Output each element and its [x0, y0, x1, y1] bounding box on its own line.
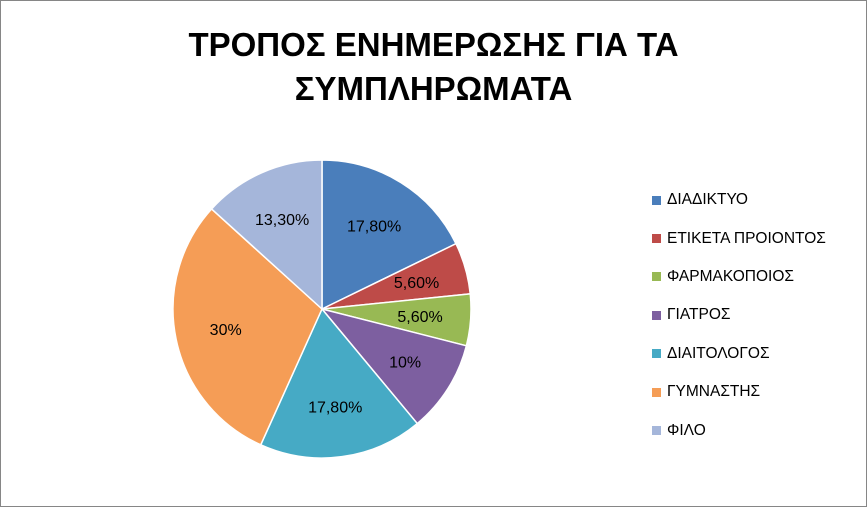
- pie-data-label-6: 13,30%: [255, 212, 309, 229]
- pie-slice-5: [172, 207, 323, 446]
- legend: ΔΙΑΔΙΚΤΥΟ ΕΤΙΚΕΤΑ ΠΡΟΙΟΝΤΟΣ ΦΑΡΜΑΚΟΠΟΙΟΣ ΓΙ…: [652, 181, 826, 450]
- legend-item-4: ΔΙΑΙΤΟΛΟΓΟΣ: [652, 335, 826, 373]
- legend-label-0: ΔΙΑΔΙΚΤΥΟ: [667, 191, 748, 209]
- legend-label-2: ΦΑΡΜΑΚΟΠΟΙΟΣ: [667, 267, 794, 285]
- legend-item-2: ΦΑΡΜΑΚΟΠΟΙΟΣ: [652, 258, 826, 296]
- pie-data-label-1: 5,60%: [394, 275, 439, 292]
- legend-item-1: ΕΤΙΚΕΤΑ ΠΡΟΙΟΝΤΟΣ: [652, 219, 826, 257]
- chart-title: ΤΡΟΠΟΣ ΕΝΗΜΕΡΩΣΗΣ ΓΙΑ ΤΑ ΣΥΜΠΛΗΡΩΜΑΤΑ: [1, 23, 866, 111]
- pie-data-label-3: 10%: [389, 355, 421, 372]
- legend-swatch-2: [652, 272, 661, 282]
- legend-swatch-5: [652, 387, 661, 397]
- pie-slice-3: [319, 307, 468, 425]
- pie-data-label-0: 17,80%: [347, 219, 401, 236]
- legend-swatch-4: [652, 349, 661, 359]
- legend-label-5: ΓΥΜΝΑΣΤΗΣ: [667, 383, 761, 401]
- pie-data-label-2: 5,60%: [397, 309, 442, 326]
- legend-label-1: ΕΤΙΚΕΤΑ ΠΡΟΙΟΝΤΟΣ: [667, 229, 826, 247]
- legend-swatch-3: [652, 310, 661, 320]
- pie-slice-0: [321, 159, 457, 311]
- pie-slice-4: [259, 307, 419, 459]
- legend-item-6: ΦΙΛΟ: [652, 411, 826, 449]
- pie-data-label-5: 30%: [210, 322, 242, 339]
- chart-title-line-1: ΤΡΟΠΟΣ ΕΝΗΜΕΡΩΣΗΣ ΓΙΑ ΤΑ: [188, 26, 679, 63]
- legend-label-4: ΔΙΑΙΤΟΛΟΓΟΣ: [667, 344, 770, 362]
- legend-swatch-6: [652, 426, 661, 436]
- legend-swatch-1: [652, 234, 661, 244]
- legend-swatch-0: [652, 195, 661, 205]
- chart-title-line-2: ΣΥΜΠΛΗΡΩΜΑΤΑ: [294, 70, 573, 107]
- legend-label-3: ΓΙΑΤΡΟΣ: [667, 306, 731, 324]
- legend-item-5: ΓΥΜΝΑΣΤΗΣ: [652, 373, 826, 411]
- legend-label-6: ΦΙΛΟ: [667, 421, 706, 439]
- pie-slice-6: [210, 159, 323, 311]
- legend-item-0: ΔΙΑΔΙΚΤΥΟ: [652, 181, 826, 219]
- legend-item-3: ΓΙΑΤΡΟΣ: [652, 296, 826, 334]
- pie-data-label-4: 17,80%: [308, 399, 362, 416]
